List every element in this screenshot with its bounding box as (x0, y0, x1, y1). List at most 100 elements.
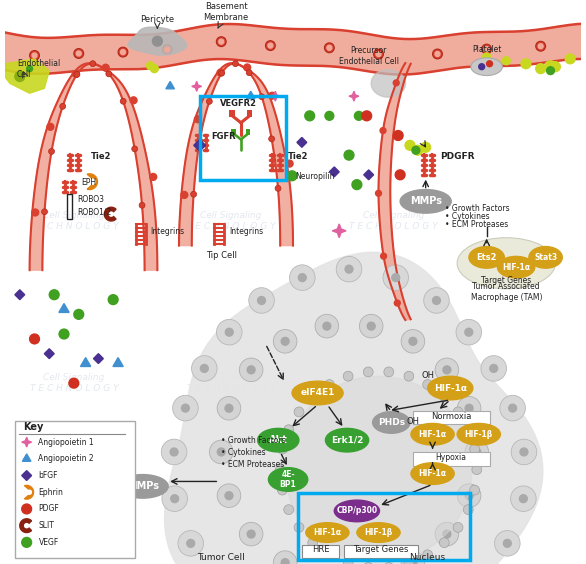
Circle shape (443, 530, 451, 538)
Ellipse shape (457, 237, 556, 289)
Text: SLIT: SLIT (39, 521, 54, 530)
Circle shape (435, 358, 459, 382)
Circle shape (76, 51, 81, 56)
Polygon shape (270, 91, 280, 101)
Text: PDGFR: PDGFR (441, 152, 475, 161)
Circle shape (30, 51, 39, 60)
Circle shape (269, 136, 275, 142)
Circle shape (22, 537, 32, 547)
Circle shape (162, 45, 172, 55)
Circle shape (259, 94, 265, 100)
Text: Target Genes: Target Genes (353, 545, 408, 554)
Text: Nucleus: Nucleus (410, 553, 446, 562)
Polygon shape (166, 81, 175, 89)
Text: Tumor Associated
Macrophage (TAM): Tumor Associated Macrophage (TAM) (471, 282, 542, 302)
Circle shape (521, 59, 531, 69)
Text: Platelet: Platelet (472, 45, 501, 54)
Circle shape (544, 61, 556, 73)
Ellipse shape (117, 474, 168, 498)
Circle shape (345, 265, 353, 273)
Circle shape (435, 51, 440, 56)
Circle shape (217, 448, 225, 456)
Circle shape (277, 444, 287, 454)
Circle shape (192, 356, 217, 381)
Ellipse shape (357, 523, 400, 543)
Circle shape (285, 376, 472, 563)
Circle shape (510, 486, 536, 512)
Text: Ets2: Ets2 (476, 253, 497, 262)
Text: PDGF: PDGF (39, 504, 59, 513)
Text: HRE: HRE (312, 545, 329, 554)
Polygon shape (5, 24, 581, 74)
Circle shape (102, 64, 109, 71)
Text: Angiopoietin 2: Angiopoietin 2 (39, 455, 94, 464)
Circle shape (217, 69, 224, 76)
Circle shape (464, 505, 473, 514)
Circle shape (239, 358, 263, 382)
Circle shape (247, 366, 255, 374)
Text: MMPs: MMPs (410, 196, 442, 206)
Text: HIF-1α: HIF-1α (418, 469, 447, 478)
Circle shape (473, 448, 481, 456)
Circle shape (308, 392, 318, 402)
Circle shape (470, 444, 479, 454)
Circle shape (472, 465, 482, 474)
Ellipse shape (471, 58, 502, 76)
Polygon shape (22, 437, 32, 447)
Ellipse shape (411, 424, 454, 445)
Circle shape (479, 64, 485, 69)
Circle shape (216, 37, 226, 47)
Circle shape (325, 380, 334, 390)
Circle shape (470, 485, 479, 495)
Circle shape (200, 364, 208, 372)
Bar (298, 494, 470, 560)
Polygon shape (25, 486, 33, 499)
Circle shape (90, 61, 96, 67)
Ellipse shape (411, 463, 454, 484)
Circle shape (502, 57, 510, 65)
Circle shape (327, 45, 332, 50)
Text: Key: Key (23, 422, 43, 433)
Circle shape (511, 439, 537, 465)
Circle shape (59, 329, 69, 339)
Circle shape (405, 140, 415, 150)
Circle shape (519, 495, 527, 503)
Bar (247, 111, 253, 117)
Text: VEGF: VEGF (39, 538, 59, 547)
Circle shape (465, 404, 473, 412)
Text: HIF-1α: HIF-1α (314, 528, 342, 537)
Text: HIF-1α: HIF-1α (418, 430, 447, 439)
Circle shape (69, 378, 79, 388)
Text: • Growth Factors: • Growth Factors (445, 204, 510, 213)
Circle shape (268, 92, 275, 99)
Circle shape (401, 551, 425, 564)
Bar (200, 96, 286, 180)
Circle shape (162, 486, 188, 512)
Text: Erk1/2: Erk1/2 (331, 435, 363, 444)
Circle shape (249, 288, 274, 313)
Ellipse shape (268, 468, 308, 491)
Circle shape (121, 50, 125, 55)
Circle shape (520, 448, 528, 456)
Circle shape (423, 380, 432, 390)
Circle shape (355, 112, 363, 120)
Circle shape (32, 209, 39, 216)
Polygon shape (20, 519, 32, 532)
Circle shape (197, 138, 203, 144)
Text: Tie2: Tie2 (288, 152, 309, 161)
Circle shape (120, 98, 126, 104)
Text: Precursor
Endothelial Cell: Precursor Endothelial Cell (339, 46, 398, 66)
Circle shape (413, 146, 423, 155)
Polygon shape (113, 358, 123, 367)
Polygon shape (192, 81, 202, 91)
Circle shape (383, 265, 408, 290)
Text: Cell Signaling
T E C H N O L O G Y: Cell Signaling T E C H N O L O G Y (29, 373, 118, 393)
Circle shape (26, 66, 33, 72)
Bar (246, 129, 250, 135)
Circle shape (538, 44, 543, 49)
Polygon shape (104, 207, 116, 221)
Circle shape (486, 61, 492, 67)
Bar (413, 411, 489, 425)
Circle shape (456, 319, 482, 345)
Circle shape (465, 440, 489, 464)
